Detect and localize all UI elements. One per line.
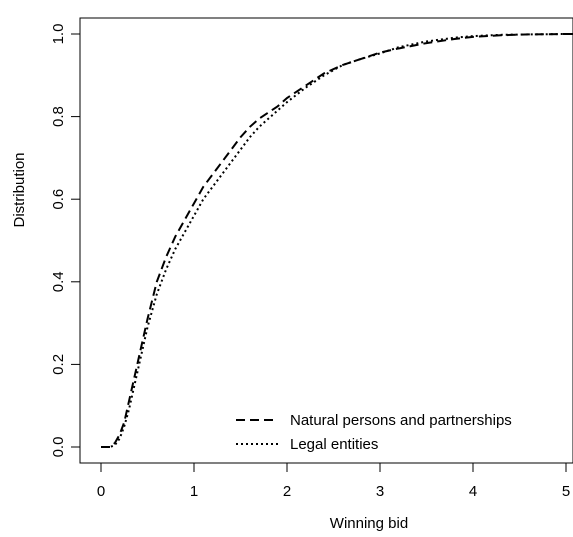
series-line-0 bbox=[101, 33, 573, 448]
y-tick-label: 0.6 bbox=[50, 189, 67, 210]
legend-label-0: Natural persons and partnerships bbox=[290, 412, 512, 429]
x-axis: 0 1 2 3 4 5 bbox=[97, 462, 570, 500]
x-tick-label: 0 bbox=[97, 483, 105, 500]
y-tick-label: 0.2 bbox=[50, 354, 67, 375]
legend-label-1: Legal entities bbox=[290, 436, 378, 453]
x-axis-label: Winning bid bbox=[330, 515, 408, 532]
y-tick-label: 1.0 bbox=[50, 24, 67, 45]
y-tick-label: 0.4 bbox=[50, 271, 67, 292]
y-tick-label: 0.8 bbox=[50, 106, 67, 127]
x-tick-label: 1 bbox=[190, 483, 198, 500]
plot-frame bbox=[79, 17, 573, 464]
x-tick-label: 2 bbox=[283, 483, 291, 500]
y-axis-label: Distribution bbox=[11, 152, 28, 227]
legend: Natural persons and partnerships Legal en… bbox=[236, 412, 512, 453]
y-tick-label: 0.0 bbox=[50, 437, 67, 458]
series-line-1 bbox=[101, 33, 573, 448]
y-axis: 0.0 0.2 0.4 0.6 0.8 1.0 bbox=[50, 24, 81, 458]
x-tick-label: 4 bbox=[469, 483, 477, 500]
x-tick-label: 5 bbox=[562, 483, 570, 500]
x-tick-label: 3 bbox=[376, 483, 384, 500]
series-layer bbox=[101, 33, 573, 448]
